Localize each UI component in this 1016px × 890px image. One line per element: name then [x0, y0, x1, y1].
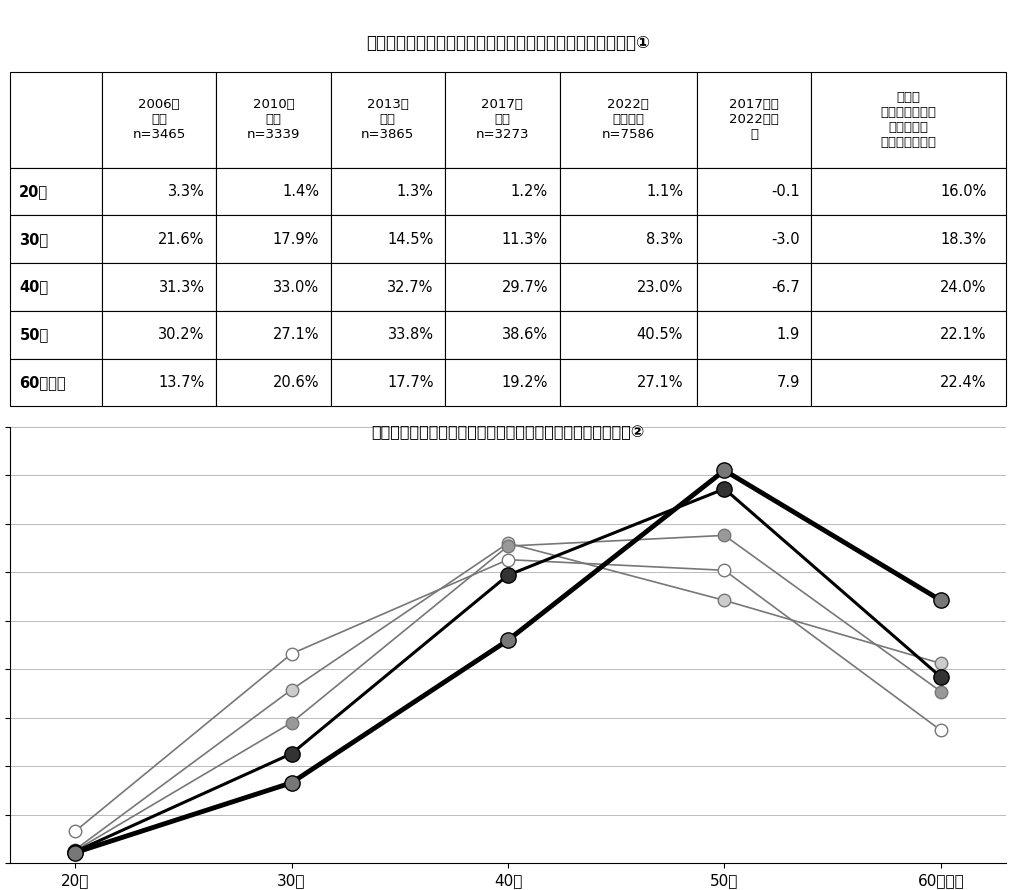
Text: 図表８－２　各調査におけるキャリアコンサルタントの年齢②: 図表８－２ 各調査におけるキャリアコンサルタントの年齢② — [371, 425, 645, 441]
Text: 図表８－１　各調査におけるキャリアコンサルタントの年齢①: 図表８－１ 各調査におけるキャリアコンサルタントの年齢① — [366, 35, 650, 53]
